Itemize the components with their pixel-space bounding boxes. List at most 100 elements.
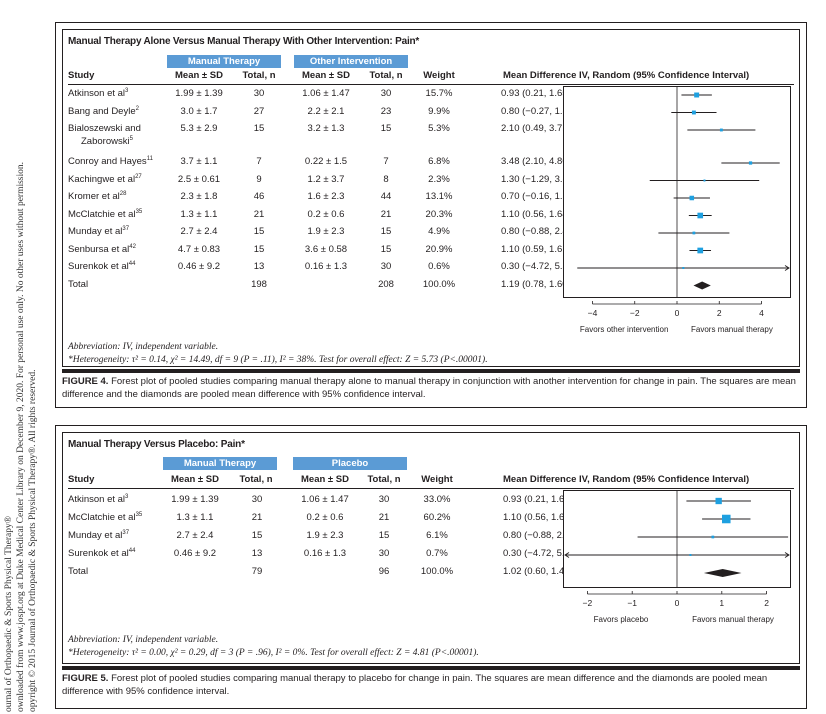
study-reference: 42: [129, 243, 136, 250]
study-effect-square: [691, 110, 696, 115]
mean-difference-ci: 1.10 (0.59, 1.61): [501, 243, 571, 255]
total-group1: 15: [253, 123, 265, 134]
figure-5-abbreviation: Abbreviation: IV, independent variable.: [68, 635, 219, 645]
weight-percent: 2.3%: [428, 173, 450, 185]
study-effect-square: [719, 128, 723, 132]
study-name: Surenkok et al44: [68, 261, 135, 272]
mean-sd-group2: 1.6 ± 2.3: [307, 191, 345, 202]
mean-difference-ci: 2.10 (0.49, 3.71): [501, 123, 571, 134]
study-effect-square: [694, 92, 700, 98]
study-name-text: Atkinson et al: [68, 88, 126, 100]
study-name: Atkinson et al3: [68, 88, 128, 99]
weight-percent: 33.0%: [423, 494, 451, 505]
study-name: Bialoszewski and: [68, 123, 141, 134]
study-name: Bang and Deyle2: [68, 106, 139, 117]
figure-4-abbreviation: Abbreviation: IV, independent variable.: [68, 342, 219, 352]
mean-sd-group2: 3.2 ± 1.3: [307, 123, 345, 134]
figure-5-caption-label: FIGURE 5.: [62, 673, 109, 684]
figure-5-caption-text: Forest plot of pooled studies comparing …: [62, 673, 768, 697]
study-effect-square: [722, 514, 731, 524]
mean-difference-ci: 3.48 (2.10, 4.86): [501, 156, 571, 167]
mean-difference-ci: 0.80 (−0.88, 2.48): [501, 226, 577, 237]
total-group1: 27: [253, 105, 265, 117]
x-axis-tick-label: 0: [675, 308, 680, 318]
total-group1: 30: [251, 494, 263, 505]
total-group1: 79: [251, 566, 263, 577]
study-reference: 3: [125, 494, 129, 500]
total-group1: 15: [251, 530, 263, 541]
study-name: Munday et al37: [68, 530, 129, 541]
figure-4-header-total2: Total, n: [369, 70, 403, 81]
mean-sd-group2: 0.16 ± 1.3: [303, 548, 347, 559]
study-name: Atkinson et al3: [68, 494, 128, 505]
figure-4-panel: Manual Therapy Alone Versus Manual Thera…: [55, 22, 807, 408]
study-name: McClatchie et al35: [68, 512, 142, 523]
x-axis-tick-label: 1: [719, 598, 724, 608]
mean-sd-group2: 0.22 ± 1.5: [304, 156, 348, 167]
study-effect-square: [689, 554, 692, 556]
favors-right-label: Favors manual therapy: [691, 325, 773, 334]
figure-4-header-study: Study: [68, 70, 95, 81]
total-group1: 15: [253, 226, 265, 237]
figure-4-caption: FIGURE 4. Forest plot of pooled studies …: [62, 375, 800, 401]
total-group1: 13: [251, 548, 263, 559]
x-axis-tick-label: 4: [759, 308, 764, 318]
total-group2: 30: [380, 88, 392, 99]
mean-difference-ci: 1.10 (0.56, 1.64): [501, 208, 571, 220]
study-reference: 35: [135, 512, 143, 518]
mean-sd-group1: 2.5 ± 0.61: [177, 173, 221, 185]
total-group2: 7: [383, 156, 389, 167]
total-group1: 7: [256, 156, 262, 167]
mean-sd-group2: 1.06 ± 1.47: [301, 494, 349, 505]
study-effect-square: [697, 247, 704, 254]
study-name-text: Kromer et al: [68, 191, 120, 203]
total-group1: 15: [253, 243, 265, 255]
ci-arrow-right: [784, 552, 790, 558]
mean-sd-group1: 1.99 ± 1.39: [171, 494, 219, 505]
study-effect-square: [697, 212, 704, 219]
study-reference: 27: [135, 173, 142, 180]
study-name-text: Conroy and Hayes: [68, 156, 147, 168]
total-group2: 23: [380, 105, 392, 117]
mean-sd-group1: 3.7 ± 1.1: [180, 156, 218, 167]
figure-4-header-rule: [68, 84, 794, 85]
mean-sd-group2: 1.9 ± 2.3: [307, 226, 345, 237]
study-name: Kromer et al28: [68, 191, 126, 202]
weight-percent: 100.0%: [422, 278, 456, 290]
study-name-text: Kachingwe et al: [68, 173, 136, 185]
figure-5-title: Manual Therapy Versus Placebo: Pain*: [68, 439, 245, 450]
study-name: Surenkok et al44: [68, 548, 135, 559]
study-reference: 37: [122, 226, 130, 232]
figure-4-header-total1: Total, n: [242, 70, 276, 81]
mean-sd-group2: 0.16 ± 1.3: [304, 261, 348, 272]
weight-percent: 20.9%: [425, 243, 453, 255]
study-name: Conroy and Hayes11: [68, 156, 153, 167]
figure-4-group2-band: Other Intervention: [294, 55, 408, 68]
x-axis-tick-label: −2: [583, 598, 593, 608]
figure-4-heterogeneity: *Heterogeneity: τ² = 0.14, χ² = 14.49, d…: [68, 355, 488, 365]
study-effect-square: [711, 535, 715, 539]
figure-5-header-study: Study: [68, 474, 95, 485]
mean-difference-ci: 0.93 (0.21, 1.65): [503, 494, 573, 505]
total-group2: 15: [380, 243, 392, 255]
figure-4-group1-band: Manual Therapy: [167, 55, 281, 68]
figure-5-caption-rule: [62, 666, 800, 670]
mean-sd-group1: 1.3 ± 1.1: [180, 208, 218, 220]
figure-5-header-mean2: Mean ± SD: [301, 474, 349, 485]
study-effect-square: [682, 267, 685, 269]
study-name-text: Senbursa et al: [68, 243, 130, 255]
study-reference: 28: [119, 191, 127, 197]
figure-5-group1-band: Manual Therapy: [163, 457, 277, 470]
figure-4-header-mean2: Mean ± SD: [302, 70, 350, 81]
weight-percent: 60.2%: [423, 512, 451, 523]
figure-5-header-rule: [68, 488, 794, 489]
study-name-text: Atkinson et al: [68, 494, 126, 506]
mean-sd-group1: 2.7 ± 2.4: [180, 226, 218, 237]
total-group2: 30: [380, 261, 392, 272]
figure-4-caption-rule: [62, 369, 800, 373]
study-name-text: Surenkok et al: [68, 548, 129, 560]
mean-difference-ci: 0.70 (−0.16, 1.56): [501, 191, 577, 202]
total-group1: 13: [253, 261, 265, 272]
mean-sd-group1: 2.3 ± 1.8: [180, 191, 218, 202]
mean-sd-group2: 1.9 ± 2.3: [306, 530, 344, 541]
